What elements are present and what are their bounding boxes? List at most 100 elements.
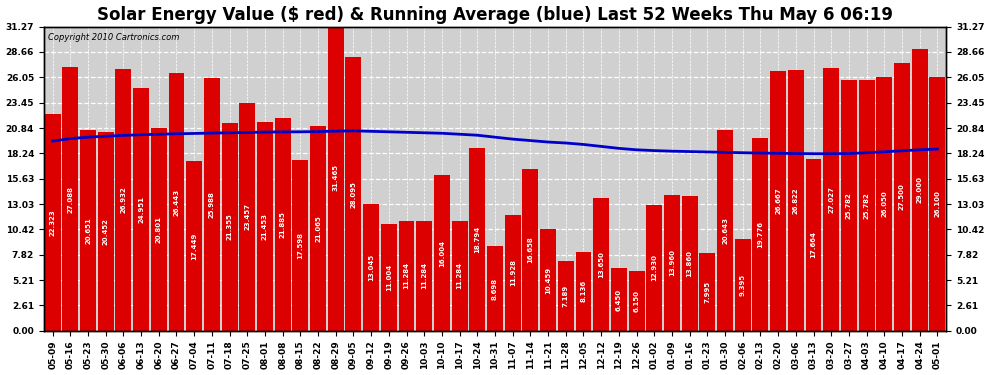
Text: 20.801: 20.801 <box>155 216 161 243</box>
Bar <box>541 229 556 331</box>
Text: 11.928: 11.928 <box>510 259 516 286</box>
Bar <box>222 123 238 331</box>
Text: 26.932: 26.932 <box>121 186 127 213</box>
Text: 26.667: 26.667 <box>775 188 781 214</box>
Text: 11.004: 11.004 <box>386 264 392 291</box>
Bar <box>912 49 928 331</box>
Text: 17.664: 17.664 <box>811 231 817 258</box>
Text: 17.598: 17.598 <box>297 232 303 259</box>
Text: 11.284: 11.284 <box>404 262 410 290</box>
Text: 26.100: 26.100 <box>935 190 940 217</box>
Bar <box>133 88 149 331</box>
Bar <box>186 161 202 331</box>
Text: 13.960: 13.960 <box>669 249 675 276</box>
Bar <box>505 215 521 331</box>
Bar <box>930 77 945 331</box>
Bar <box>168 74 184 331</box>
Text: 26.050: 26.050 <box>881 191 887 217</box>
Text: 25.782: 25.782 <box>845 192 852 219</box>
Text: 27.027: 27.027 <box>829 186 835 213</box>
Bar <box>664 195 680 331</box>
Bar <box>399 221 415 331</box>
Bar <box>204 78 220 331</box>
Text: 25.782: 25.782 <box>863 192 869 219</box>
Text: 19.776: 19.776 <box>757 221 763 248</box>
Text: 21.453: 21.453 <box>262 213 268 240</box>
Text: 16.004: 16.004 <box>439 239 445 267</box>
Text: 11.284: 11.284 <box>456 262 462 290</box>
Text: 7.189: 7.189 <box>562 285 569 307</box>
Text: 11.284: 11.284 <box>421 262 428 290</box>
Title: Solar Energy Value ($ red) & Running Average (blue) Last 52 Weeks Thu May 6 06:1: Solar Energy Value ($ red) & Running Ave… <box>97 6 893 24</box>
Text: 27.500: 27.500 <box>899 184 905 210</box>
Text: 24.951: 24.951 <box>138 196 145 223</box>
Text: 25.988: 25.988 <box>209 191 215 218</box>
Bar <box>824 68 840 331</box>
Bar <box>292 160 308 331</box>
Bar <box>699 253 716 331</box>
Bar <box>770 71 786 331</box>
Text: 22.323: 22.323 <box>50 209 55 236</box>
Text: 23.457: 23.457 <box>245 203 250 230</box>
Bar <box>487 246 503 331</box>
Text: 20.651: 20.651 <box>85 217 91 244</box>
Text: 13.860: 13.860 <box>687 250 693 277</box>
Text: 21.355: 21.355 <box>227 213 233 240</box>
Bar <box>274 118 291 331</box>
Text: 20.452: 20.452 <box>103 218 109 245</box>
Text: 26.822: 26.822 <box>793 187 799 214</box>
Text: 7.995: 7.995 <box>704 281 711 303</box>
Bar <box>328 25 344 331</box>
Text: 12.930: 12.930 <box>651 254 657 281</box>
Bar <box>416 221 433 331</box>
Bar <box>45 114 60 331</box>
Text: 9.395: 9.395 <box>740 274 745 296</box>
Bar <box>469 148 485 331</box>
Text: 13.045: 13.045 <box>368 254 374 281</box>
Bar <box>451 221 467 331</box>
Text: 18.794: 18.794 <box>474 226 480 253</box>
Bar <box>717 130 733 331</box>
Bar <box>363 204 379 331</box>
Bar <box>611 268 627 331</box>
Text: 29.000: 29.000 <box>917 176 923 203</box>
Bar <box>858 80 874 331</box>
Text: 6.450: 6.450 <box>616 288 622 310</box>
Bar <box>116 69 132 331</box>
Text: 21.065: 21.065 <box>315 215 321 242</box>
Text: 20.643: 20.643 <box>722 217 728 244</box>
Bar <box>346 57 361 331</box>
Text: 16.658: 16.658 <box>528 236 534 263</box>
Bar <box>735 239 750 331</box>
Text: 21.885: 21.885 <box>279 211 286 238</box>
Bar <box>557 261 574 331</box>
Bar <box>434 175 449 331</box>
Text: 8.136: 8.136 <box>580 280 586 302</box>
Bar <box>310 126 326 331</box>
Bar <box>240 102 255 331</box>
Bar <box>150 128 166 331</box>
Text: 13.650: 13.650 <box>598 251 604 278</box>
Bar <box>752 138 768 331</box>
Bar <box>806 159 822 331</box>
Text: 17.449: 17.449 <box>191 232 197 260</box>
Bar <box>788 70 804 331</box>
Text: 26.443: 26.443 <box>173 189 179 216</box>
Text: 10.459: 10.459 <box>545 266 551 294</box>
Text: 31.465: 31.465 <box>333 164 339 191</box>
Bar <box>80 130 96 331</box>
Bar <box>841 80 857 331</box>
Bar <box>593 198 609 331</box>
Bar <box>682 196 698 331</box>
Bar <box>381 224 397 331</box>
Bar <box>257 122 273 331</box>
Text: Copyright 2010 Cartronics.com: Copyright 2010 Cartronics.com <box>49 33 179 42</box>
Text: 6.150: 6.150 <box>634 290 640 312</box>
Bar <box>62 67 78 331</box>
Bar <box>876 77 892 331</box>
Bar <box>98 132 114 331</box>
Bar <box>894 63 910 331</box>
Text: 8.698: 8.698 <box>492 278 498 300</box>
Bar <box>646 205 662 331</box>
Bar <box>523 169 539 331</box>
